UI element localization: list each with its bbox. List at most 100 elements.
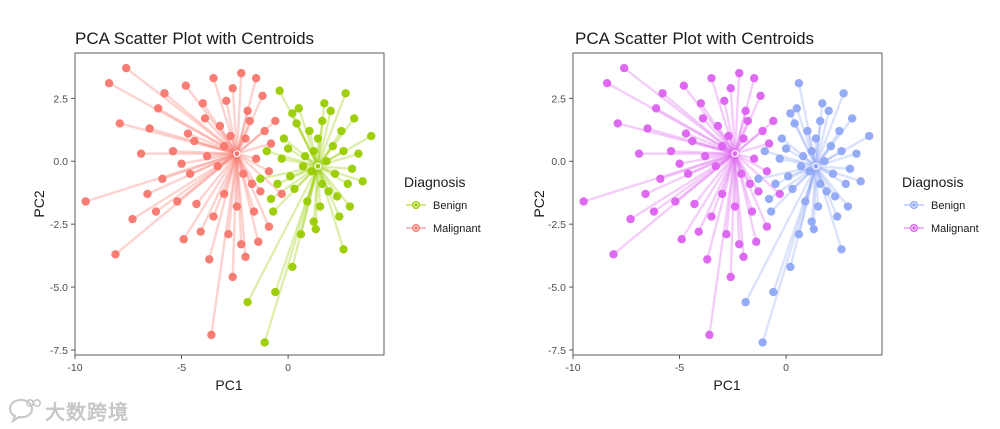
- data-point-benign: [786, 262, 795, 272]
- data-point-malignant: [703, 255, 712, 264]
- centroid-spoke-line: [184, 84, 238, 155]
- data-point-malignant: [249, 207, 259, 216]
- data-point-benign: [775, 154, 784, 163]
- centroid-spoke-line: [207, 152, 238, 158]
- data-point-malignant: [741, 106, 750, 116]
- data-point-malignant: [213, 162, 222, 171]
- data-point-benign: [841, 179, 850, 189]
- centroid-spoke-line: [815, 165, 862, 183]
- data-point-malignant: [241, 134, 250, 143]
- centroid-spoke-line: [212, 153, 239, 218]
- centroid-spoke-line: [814, 103, 824, 167]
- legend-label-benign: Benign: [931, 200, 965, 212]
- centroid-spoke-line: [225, 100, 239, 154]
- legend-label-malignant: Malignant: [931, 223, 979, 235]
- legend-item-malignant[interactable]: Malignant: [904, 223, 979, 235]
- data-point-malignant: [609, 250, 618, 259]
- data-point-benign: [865, 131, 874, 141]
- centroid-spoke-line: [725, 153, 737, 235]
- centroid-spoke-line: [236, 130, 266, 155]
- centroid-spoke-line: [187, 132, 238, 155]
- data-point-benign: [758, 338, 767, 347]
- data-point-malignant: [185, 169, 195, 178]
- data-point-malignant: [769, 116, 778, 126]
- centroid-spoke-line: [235, 153, 262, 193]
- data-point-malignant: [196, 227, 205, 236]
- data-point-benign: [786, 109, 795, 118]
- centroid-spoke-line: [733, 110, 747, 154]
- data-point-benign: [824, 106, 833, 116]
- legend-title: Diagnosis: [404, 174, 465, 190]
- watermark-text: 大数跨境: [45, 401, 129, 424]
- data-point-malignant: [104, 79, 114, 88]
- data-point-malignant: [168, 146, 178, 156]
- data-point-malignant: [243, 106, 252, 116]
- legend-item-benign[interactable]: Benign: [904, 200, 965, 212]
- legend-item-benign[interactable]: Benign: [406, 200, 467, 212]
- x-axis-title: PC1: [713, 377, 740, 393]
- centroid-spoke-line: [316, 120, 324, 167]
- centroid-spoke-line: [235, 77, 258, 154]
- centroid-spoke-line: [235, 153, 247, 257]
- y-tick-label: 2.5: [53, 93, 68, 105]
- data-point-malignant: [143, 189, 152, 199]
- data-point-malignant: [271, 116, 280, 126]
- data-point-malignant: [720, 96, 729, 106]
- data-point-malignant: [717, 189, 727, 199]
- data-point-benign: [313, 134, 323, 143]
- centroid-spoke-line: [119, 122, 238, 155]
- data-point-benign: [781, 144, 791, 153]
- centroid-spoke-line: [227, 153, 239, 235]
- data-point-malignant: [260, 126, 269, 136]
- data-point-malignant: [764, 139, 774, 148]
- data-point-benign: [326, 106, 335, 116]
- data-point-benign: [345, 202, 355, 211]
- data-point-benign: [811, 134, 821, 143]
- centroid-spoke-line: [814, 92, 845, 167]
- centroid-spoke-line: [212, 77, 239, 155]
- data-point-benign: [852, 149, 861, 158]
- data-point-malignant: [232, 202, 242, 211]
- data-point-malignant: [245, 116, 254, 126]
- legend-key-dot: [412, 201, 420, 209]
- data-point-malignant: [743, 116, 752, 126]
- data-point-malignant: [153, 104, 163, 113]
- y-tick-label: 2.5: [551, 93, 566, 105]
- centroid-spoke-line: [705, 152, 736, 158]
- data-point-malignant: [228, 272, 237, 282]
- data-point-benign: [328, 141, 338, 151]
- centroid-spoke-line: [733, 153, 754, 212]
- data-point-benign: [275, 86, 284, 95]
- data-point-benign: [807, 217, 816, 226]
- centroid-spoke-line: [733, 153, 769, 228]
- data-point-benign: [339, 245, 348, 254]
- data-point-benign: [335, 212, 344, 221]
- centroid-spoke-line: [814, 165, 837, 198]
- data-point-benign: [820, 157, 829, 166]
- data-point-malignant: [266, 139, 276, 148]
- data-point-benign: [788, 184, 797, 194]
- data-point-malignant: [675, 159, 684, 168]
- centroid-spoke-line: [235, 153, 256, 212]
- data-point-malignant: [762, 222, 772, 231]
- data-point-malignant: [745, 179, 755, 189]
- chart-title: PCA Scatter Plot with Centroids: [75, 29, 314, 48]
- data-point-benign: [794, 79, 804, 88]
- centroid-spoke-line: [223, 153, 239, 195]
- centroid-spoke-line: [733, 153, 745, 257]
- data-point-malignant: [613, 119, 622, 128]
- centroid-spoke-line: [189, 152, 238, 175]
- centroid-spoke-line: [697, 153, 737, 233]
- data-point-malignant: [181, 81, 191, 90]
- centroid-spoke-line: [653, 152, 736, 213]
- data-point-benign: [828, 169, 838, 178]
- x-axis-title: PC1: [215, 377, 242, 393]
- data-point-benign: [790, 119, 799, 128]
- centroid-spoke-line: [729, 88, 737, 154]
- data-point-benign: [256, 174, 265, 184]
- data-point-malignant: [264, 167, 274, 176]
- y-tick-label: -2.5: [50, 219, 68, 231]
- legend-item-malignant[interactable]: Malignant: [406, 223, 481, 235]
- data-point-benign: [296, 230, 306, 239]
- centroid-spoke-line: [734, 130, 764, 155]
